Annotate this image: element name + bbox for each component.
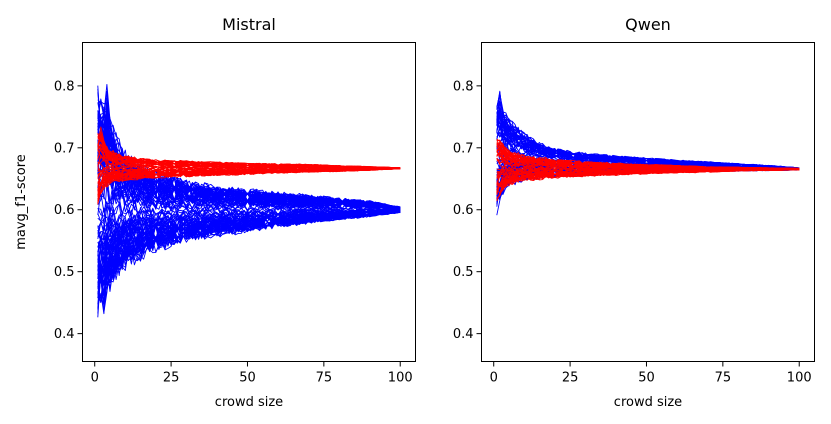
- y-tick-label: 0.8: [453, 79, 474, 94]
- x-tick-label: 50: [239, 371, 256, 386]
- y-tick-label: 0.5: [54, 265, 75, 280]
- series-line: [97, 160, 401, 210]
- series-blue-runs: [496, 90, 800, 216]
- series-line: [97, 147, 401, 169]
- y-axis-label: mavg_f1-score: [14, 154, 29, 250]
- series-lines: [496, 90, 800, 216]
- x-tick-label: 25: [562, 371, 579, 386]
- chart-title: Mistral: [222, 15, 276, 34]
- series-red-runs: [97, 126, 401, 205]
- series-line: [97, 149, 401, 209]
- y-tick-label: 0.5: [453, 265, 474, 280]
- x-tick-label: 100: [787, 371, 812, 386]
- y-tick-label: 0.7: [453, 141, 474, 156]
- chart-title: Qwen: [625, 15, 671, 34]
- x-tick-label: 100: [388, 371, 413, 386]
- axis-ticks: 0 25 50 75 100 0.4 0.5 0.6 0.7 0.8: [54, 79, 413, 385]
- x-axis-label: crowd size: [215, 395, 283, 410]
- x-tick-label: 0: [490, 371, 498, 386]
- series-line: [496, 111, 800, 169]
- y-tick-label: 0.4: [453, 327, 474, 342]
- series-line: [97, 143, 401, 169]
- series-line: [97, 101, 401, 209]
- series-red-runs: [496, 138, 800, 202]
- series-line: [97, 209, 401, 248]
- y-tick-label: 0.4: [54, 327, 75, 342]
- series-line: [496, 143, 800, 170]
- series-line: [97, 110, 401, 209]
- panel-qwen: Qwen crowd size 0 25 50 75 100 0.4 0.5 0.6 0.7 0.…: [453, 15, 815, 410]
- series-line: [97, 173, 401, 210]
- x-axis-label: crowd size: [614, 395, 682, 410]
- series-line: [97, 166, 401, 173]
- series-line: [496, 168, 800, 185]
- series-line: [496, 122, 800, 170]
- y-tick-label: 0.7: [54, 141, 75, 156]
- y-tick-label: 0.6: [453, 203, 474, 218]
- series-line: [97, 113, 401, 209]
- series-line: [97, 210, 401, 263]
- series-line: [97, 183, 401, 224]
- y-tick-label: 0.8: [54, 79, 75, 94]
- series-blue-runs: [97, 83, 401, 318]
- series-lines: [97, 83, 401, 318]
- x-tick-label: 25: [163, 371, 180, 386]
- series-line: [496, 169, 800, 190]
- series-line: [496, 149, 800, 170]
- panel-mistral: Mistral mavg_f1-score crowd size 0 25 50 75…: [14, 15, 416, 410]
- x-tick-label: 75: [715, 371, 732, 386]
- series-line: [97, 211, 401, 303]
- x-tick-label: 75: [316, 371, 333, 386]
- y-tick-label: 0.6: [54, 203, 75, 218]
- series-line: [97, 210, 401, 276]
- series-line: [97, 168, 401, 196]
- series-line: [496, 146, 800, 170]
- plot-frame: [481, 42, 815, 362]
- x-tick-label: 0: [91, 371, 99, 386]
- axis-ticks: 0 25 50 75 100 0.4 0.5 0.6 0.7 0.8: [453, 79, 812, 385]
- plot-frame: [82, 42, 416, 362]
- x-tick-label: 50: [638, 371, 655, 386]
